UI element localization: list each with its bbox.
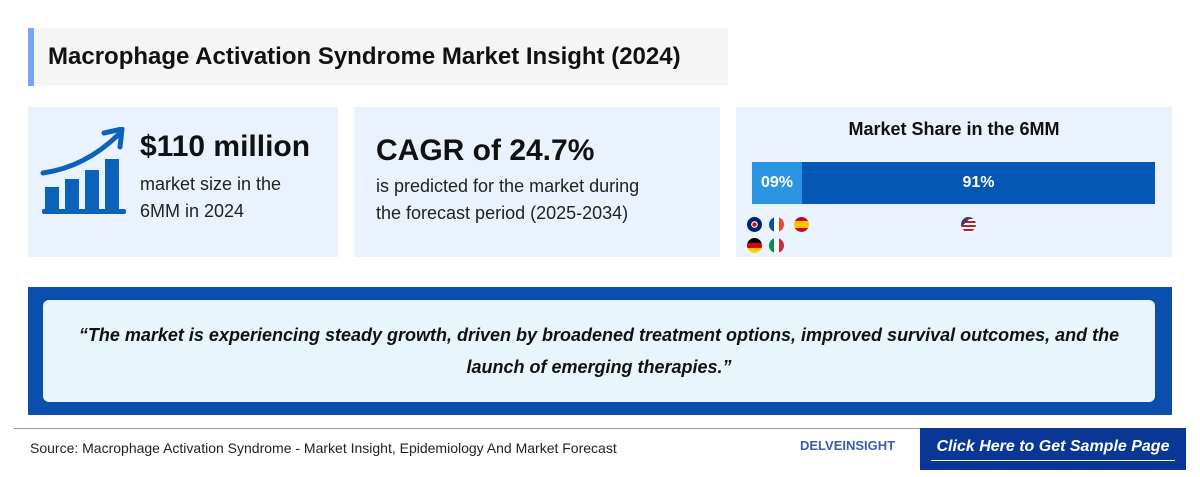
footer-divider [14,428,920,429]
market-size-line1: market size in the [140,174,282,194]
market-share-title: Market Share in the 6MM [848,119,1060,139]
cagr-line2: the forecast period (2025-2034) [376,203,629,223]
source-text: Source: Macrophage Activation Syndrome -… [30,440,617,456]
page-title: Macrophage Activation Syndrome Market In… [28,28,728,86]
uk-flag-icon [747,217,762,232]
market-size-line2: 6MM in 2024 [140,201,245,221]
growth-chart-icon [40,127,126,214]
germany-flag-icon [747,238,762,253]
delveinsight-logo: DELVEINSIGHT [800,438,896,453]
market-size-card: $110 million market size in the 6MM in 2… [28,107,338,257]
segment-eu4-uk-japan: 09% [752,162,802,204]
segment-us: 91% [802,162,1155,204]
cagr-card: CAGR of 24.7% is predicted for the marke… [354,107,720,257]
market-share-card: Market Share in the 6MM 09% 91% [736,107,1172,257]
cagr-line1: is predicted for the market during [376,176,640,196]
cagr-value: CAGR of 24.7% [376,134,595,167]
usa-flag-icon [961,217,976,232]
quote-text: “The market is experiencing steady growt… [43,300,1155,402]
get-sample-page-button[interactable]: Click Here to Get Sample Page [920,428,1186,470]
italy-flag-icon [769,238,784,253]
market-share-bar: 09% 91% [752,162,1155,204]
spain-flag-icon [794,217,809,232]
quote-panel: “The market is experiencing steady growt… [28,287,1172,415]
market-size-value: $110 million [140,130,311,163]
cta-label[interactable]: Click Here to Get Sample Page [930,438,1176,461]
france-flag-icon [769,217,784,232]
